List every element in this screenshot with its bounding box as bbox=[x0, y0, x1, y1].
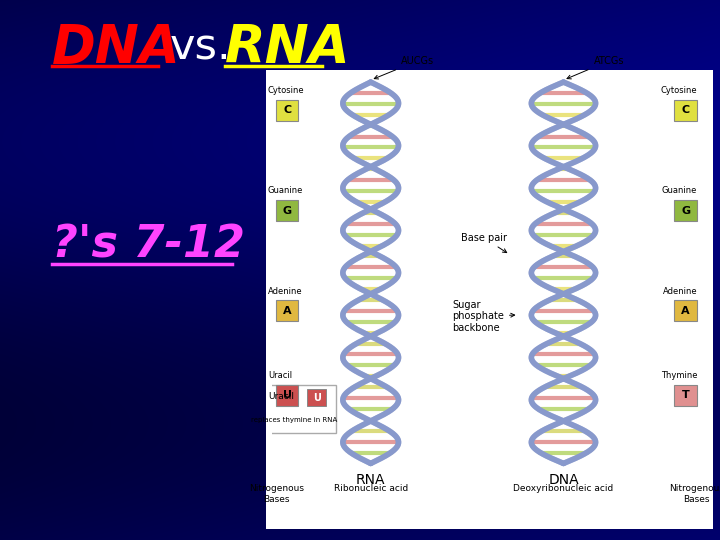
Text: vs.: vs. bbox=[170, 27, 232, 69]
FancyBboxPatch shape bbox=[276, 200, 298, 221]
Text: G: G bbox=[681, 206, 690, 215]
Text: ?'s 7-12: ?'s 7-12 bbox=[52, 224, 245, 267]
Text: C: C bbox=[682, 105, 690, 115]
Text: RNA: RNA bbox=[356, 474, 385, 488]
Bar bbox=[266, 70, 713, 529]
FancyBboxPatch shape bbox=[276, 385, 298, 406]
Text: T: T bbox=[682, 390, 690, 400]
Text: Uracil: Uracil bbox=[268, 371, 292, 380]
Text: Nitrogenous
Bases: Nitrogenous Bases bbox=[249, 484, 304, 504]
Text: Base pair: Base pair bbox=[461, 233, 507, 253]
Text: Ribonucleic acid: Ribonucleic acid bbox=[333, 484, 408, 494]
Text: Sugar
phosphate
backbone: Sugar phosphate backbone bbox=[452, 300, 515, 333]
Text: replaces thymine in RNA: replaces thymine in RNA bbox=[251, 417, 337, 423]
FancyBboxPatch shape bbox=[675, 385, 697, 406]
Text: U: U bbox=[312, 393, 320, 403]
Text: U: U bbox=[283, 390, 292, 400]
Text: Uracil: Uracil bbox=[268, 392, 294, 401]
FancyBboxPatch shape bbox=[307, 389, 326, 407]
Text: RNA: RNA bbox=[225, 22, 351, 74]
Text: Guanine: Guanine bbox=[662, 186, 697, 195]
Text: Thymine: Thymine bbox=[661, 371, 697, 380]
FancyBboxPatch shape bbox=[246, 385, 336, 433]
Text: Adenine: Adenine bbox=[662, 287, 697, 296]
Text: G: G bbox=[282, 206, 292, 215]
Text: Cytosine: Cytosine bbox=[660, 86, 697, 95]
Text: C: C bbox=[283, 105, 291, 115]
FancyBboxPatch shape bbox=[675, 100, 697, 120]
Text: A: A bbox=[283, 306, 292, 316]
Text: ATCGs: ATCGs bbox=[567, 56, 624, 79]
FancyBboxPatch shape bbox=[276, 300, 298, 321]
Text: AUCGs: AUCGs bbox=[374, 56, 434, 79]
Text: Adenine: Adenine bbox=[268, 287, 302, 296]
Text: Deoxyribonucleic acid: Deoxyribonucleic acid bbox=[513, 484, 613, 494]
Text: Nitrogenous
Bases: Nitrogenous Bases bbox=[669, 484, 720, 504]
Text: DNA: DNA bbox=[548, 474, 579, 488]
FancyBboxPatch shape bbox=[675, 300, 697, 321]
FancyBboxPatch shape bbox=[276, 100, 298, 120]
FancyBboxPatch shape bbox=[675, 200, 697, 221]
Text: A: A bbox=[681, 306, 690, 316]
Text: DNA: DNA bbox=[52, 22, 181, 74]
Text: Cytosine: Cytosine bbox=[268, 86, 305, 95]
Text: Guanine: Guanine bbox=[268, 186, 303, 195]
